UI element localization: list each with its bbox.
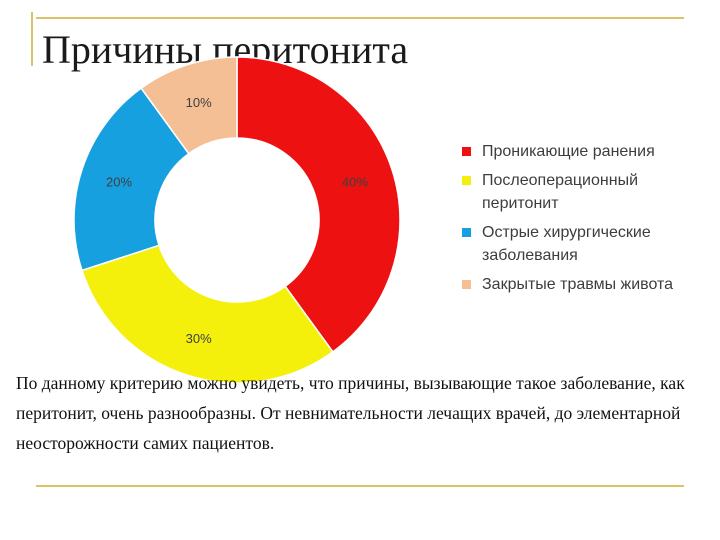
top-rule: [36, 17, 684, 19]
legend-item: Проникающие ранения: [462, 140, 702, 163]
legend-label: Закрытые травмы живота: [482, 276, 674, 293]
bottom-rule: [36, 485, 684, 487]
donut-slice: [73, 87, 190, 272]
data-label: 40%: [342, 175, 368, 190]
legend-label: Острые хирургические заболевания: [482, 224, 651, 264]
legend-item: Закрытые травмы живота: [462, 273, 702, 296]
legend-label: Проникающие ранения: [482, 143, 655, 160]
body-paragraph: По данному критерию можно увидеть, что п…: [16, 373, 685, 453]
legend-swatch: [462, 147, 471, 156]
donut-slice: [140, 56, 238, 155]
data-label: 10%: [186, 95, 212, 110]
legend-item: Острые хирургические заболевания: [462, 221, 702, 267]
data-label: 20%: [106, 175, 132, 190]
left-rule: [31, 12, 33, 66]
legend-swatch: [462, 280, 471, 289]
donut-slice: [236, 56, 401, 353]
data-label: 30%: [186, 331, 212, 346]
legend-swatch: [462, 176, 471, 185]
legend-label: Послеоперационный перитонит: [482, 172, 638, 212]
legend-item: Послеоперационный перитонит: [462, 169, 702, 215]
donut-slice: [81, 244, 334, 384]
legend-swatch: [462, 228, 471, 237]
chart-legend: Проникающие ранения Послеоперационный пе…: [462, 140, 702, 302]
